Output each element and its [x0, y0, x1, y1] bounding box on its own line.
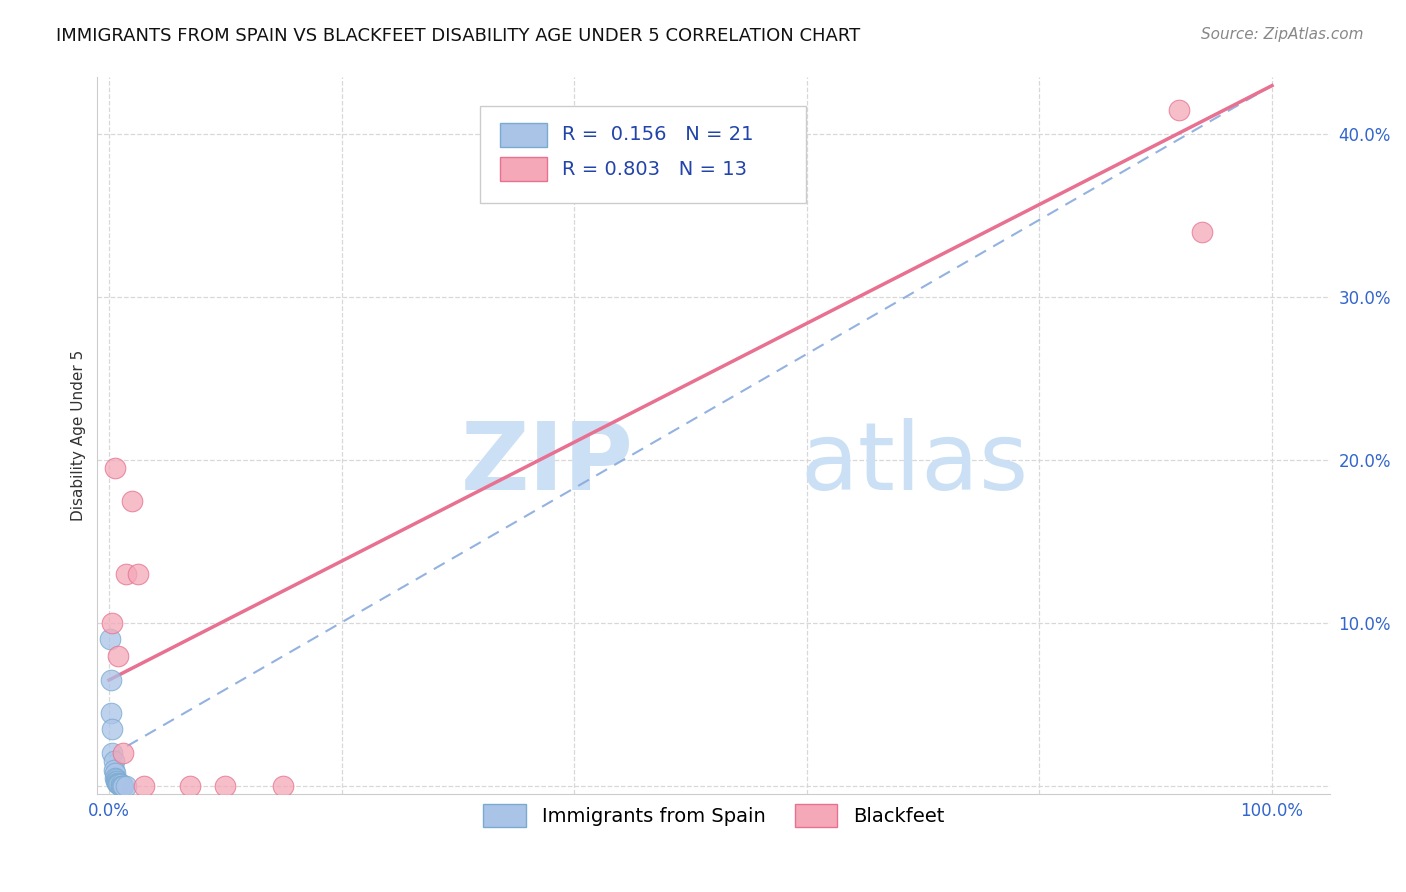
Point	[101, 747, 124, 761]
Point	[115, 567, 138, 582]
Point	[115, 779, 138, 793]
Point	[107, 777, 129, 791]
Point	[107, 775, 129, 789]
Point	[105, 774, 128, 789]
Point	[214, 779, 236, 793]
Text: R = 0.803   N = 13: R = 0.803 N = 13	[562, 160, 747, 178]
Point	[103, 755, 125, 769]
Point	[121, 494, 143, 508]
Point	[179, 779, 201, 793]
Point	[104, 774, 127, 789]
Point	[104, 772, 127, 787]
Point	[101, 615, 124, 630]
Point	[103, 763, 125, 777]
Point	[104, 765, 127, 780]
Point	[1168, 103, 1191, 117]
Point	[105, 775, 128, 789]
Text: atlas: atlas	[800, 418, 1028, 510]
Point	[108, 777, 131, 791]
Point	[100, 673, 122, 687]
Point	[110, 779, 132, 793]
Text: R =  0.156   N = 21: R = 0.156 N = 21	[562, 125, 754, 145]
Text: ZIP: ZIP	[461, 418, 634, 510]
FancyBboxPatch shape	[501, 157, 547, 181]
Point	[107, 648, 129, 663]
Point	[104, 771, 127, 785]
Point	[110, 777, 132, 791]
Point	[273, 779, 295, 793]
Point	[111, 779, 134, 793]
Point	[101, 722, 124, 736]
Y-axis label: Disability Age Under 5: Disability Age Under 5	[72, 351, 86, 521]
FancyBboxPatch shape	[501, 122, 547, 147]
Point	[132, 779, 155, 793]
Point	[111, 779, 134, 793]
Point	[1191, 225, 1213, 239]
Text: Source: ZipAtlas.com: Source: ZipAtlas.com	[1201, 27, 1364, 42]
Point	[127, 567, 149, 582]
Point	[111, 747, 134, 761]
Point	[100, 706, 122, 720]
Point	[98, 632, 121, 647]
Legend: Immigrants from Spain, Blackfeet: Immigrants from Spain, Blackfeet	[475, 797, 952, 835]
FancyBboxPatch shape	[479, 106, 806, 202]
Text: IMMIGRANTS FROM SPAIN VS BLACKFEET DISABILITY AGE UNDER 5 CORRELATION CHART: IMMIGRANTS FROM SPAIN VS BLACKFEET DISAB…	[56, 27, 860, 45]
Point	[104, 461, 127, 475]
